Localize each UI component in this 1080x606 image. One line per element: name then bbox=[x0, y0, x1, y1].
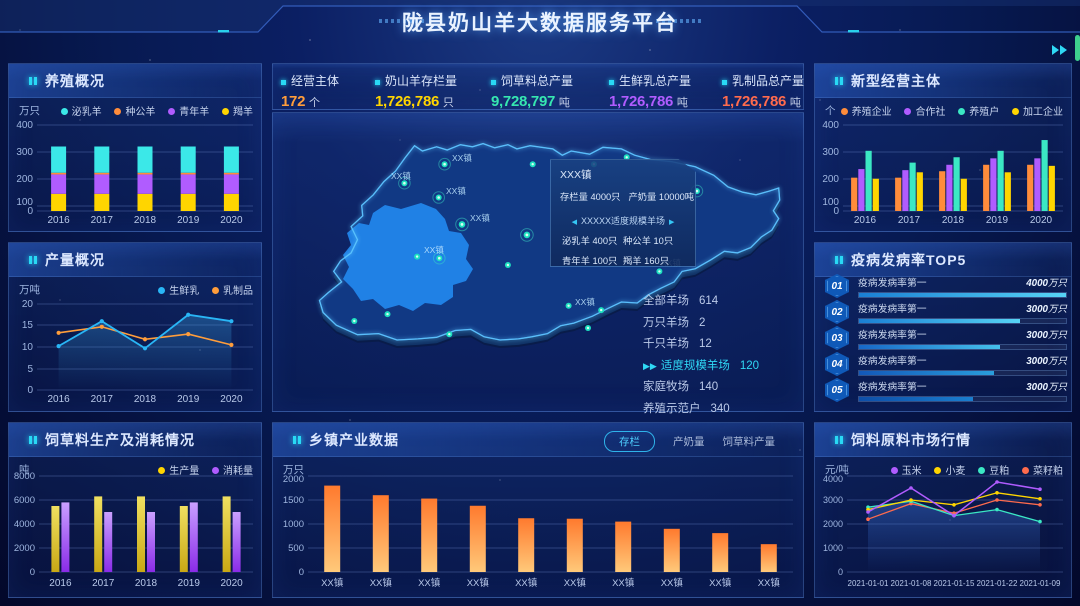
svg-text:2021-01-08: 2021-01-08 bbox=[891, 579, 932, 588]
svg-text:2016: 2016 bbox=[49, 578, 72, 589]
svg-text:2018: 2018 bbox=[135, 578, 158, 589]
svg-text:0: 0 bbox=[30, 567, 35, 578]
svg-text:2019: 2019 bbox=[177, 215, 200, 226]
svg-text:XX镇: XX镇 bbox=[709, 577, 732, 589]
svg-text:0: 0 bbox=[27, 385, 33, 396]
svg-text:2016: 2016 bbox=[854, 215, 877, 226]
svg-text:XX镇: XX镇 bbox=[564, 577, 587, 589]
svg-text:2020: 2020 bbox=[220, 215, 243, 226]
svg-text:400: 400 bbox=[16, 120, 33, 131]
svg-text:XX镇: XX镇 bbox=[418, 577, 441, 589]
svg-text:300: 300 bbox=[16, 147, 33, 158]
svg-text:2020: 2020 bbox=[220, 578, 243, 589]
svg-text:XX镇: XX镇 bbox=[661, 577, 684, 589]
svg-text:20: 20 bbox=[22, 299, 34, 310]
svg-text:XX镇: XX镇 bbox=[470, 213, 490, 223]
svg-text:0: 0 bbox=[27, 206, 33, 217]
svg-text:2017: 2017 bbox=[92, 578, 115, 589]
svg-text:0: 0 bbox=[833, 206, 839, 217]
svg-text:2000: 2000 bbox=[283, 474, 304, 485]
svg-text:XX镇: XX镇 bbox=[758, 577, 781, 589]
svg-text:1500: 1500 bbox=[283, 495, 304, 506]
svg-text:15: 15 bbox=[22, 320, 34, 331]
svg-text:2017: 2017 bbox=[91, 394, 114, 405]
svg-text:XX镇: XX镇 bbox=[452, 153, 472, 163]
svg-text:500: 500 bbox=[288, 543, 304, 554]
svg-text:XX镇: XX镇 bbox=[446, 186, 466, 196]
svg-text:2016: 2016 bbox=[47, 394, 70, 405]
svg-text:2019: 2019 bbox=[986, 215, 1009, 226]
svg-text:2016: 2016 bbox=[47, 215, 70, 226]
svg-text:2000: 2000 bbox=[14, 543, 35, 554]
svg-text:2021-01-22: 2021-01-22 bbox=[977, 579, 1018, 588]
svg-text:XX镇: XX镇 bbox=[515, 577, 538, 589]
svg-text:XX镇: XX镇 bbox=[321, 577, 344, 589]
svg-text:1000: 1000 bbox=[283, 519, 304, 530]
svg-text:2020: 2020 bbox=[220, 394, 243, 405]
svg-text:200: 200 bbox=[822, 174, 839, 185]
svg-text:200: 200 bbox=[16, 174, 33, 185]
svg-text:4000: 4000 bbox=[14, 519, 35, 530]
svg-text:2019: 2019 bbox=[178, 578, 201, 589]
svg-text:XX镇: XX镇 bbox=[424, 245, 444, 255]
svg-text:2018: 2018 bbox=[134, 394, 157, 405]
svg-text:2021-01-09: 2021-01-09 bbox=[1020, 579, 1061, 588]
svg-text:2020: 2020 bbox=[1030, 215, 1053, 226]
svg-text:2021-01-01: 2021-01-01 bbox=[848, 579, 889, 588]
svg-text:XX镇: XX镇 bbox=[391, 171, 411, 181]
svg-text:3000: 3000 bbox=[823, 495, 843, 505]
svg-text:2018: 2018 bbox=[942, 215, 965, 226]
svg-text:XX镇: XX镇 bbox=[370, 577, 393, 589]
svg-text:2017: 2017 bbox=[898, 215, 921, 226]
svg-text:XX镇: XX镇 bbox=[467, 577, 490, 589]
svg-text:XX镇: XX镇 bbox=[575, 297, 595, 307]
svg-text:300: 300 bbox=[822, 147, 839, 158]
svg-text:0: 0 bbox=[299, 567, 304, 578]
svg-text:8000: 8000 bbox=[14, 471, 35, 482]
svg-text:2021-01-15: 2021-01-15 bbox=[934, 579, 975, 588]
svg-text:1000: 1000 bbox=[823, 543, 843, 553]
svg-text:XX镇: XX镇 bbox=[612, 577, 635, 589]
svg-text:2018: 2018 bbox=[134, 215, 157, 226]
svg-text:400: 400 bbox=[822, 120, 839, 131]
svg-text:6000: 6000 bbox=[14, 495, 35, 506]
svg-text:4000: 4000 bbox=[823, 474, 843, 484]
svg-text:2000: 2000 bbox=[823, 519, 843, 529]
svg-text:10: 10 bbox=[22, 342, 34, 353]
svg-text:5: 5 bbox=[27, 364, 33, 375]
svg-text:2019: 2019 bbox=[177, 394, 200, 405]
svg-text:2017: 2017 bbox=[91, 215, 114, 226]
svg-text:0: 0 bbox=[838, 567, 843, 577]
